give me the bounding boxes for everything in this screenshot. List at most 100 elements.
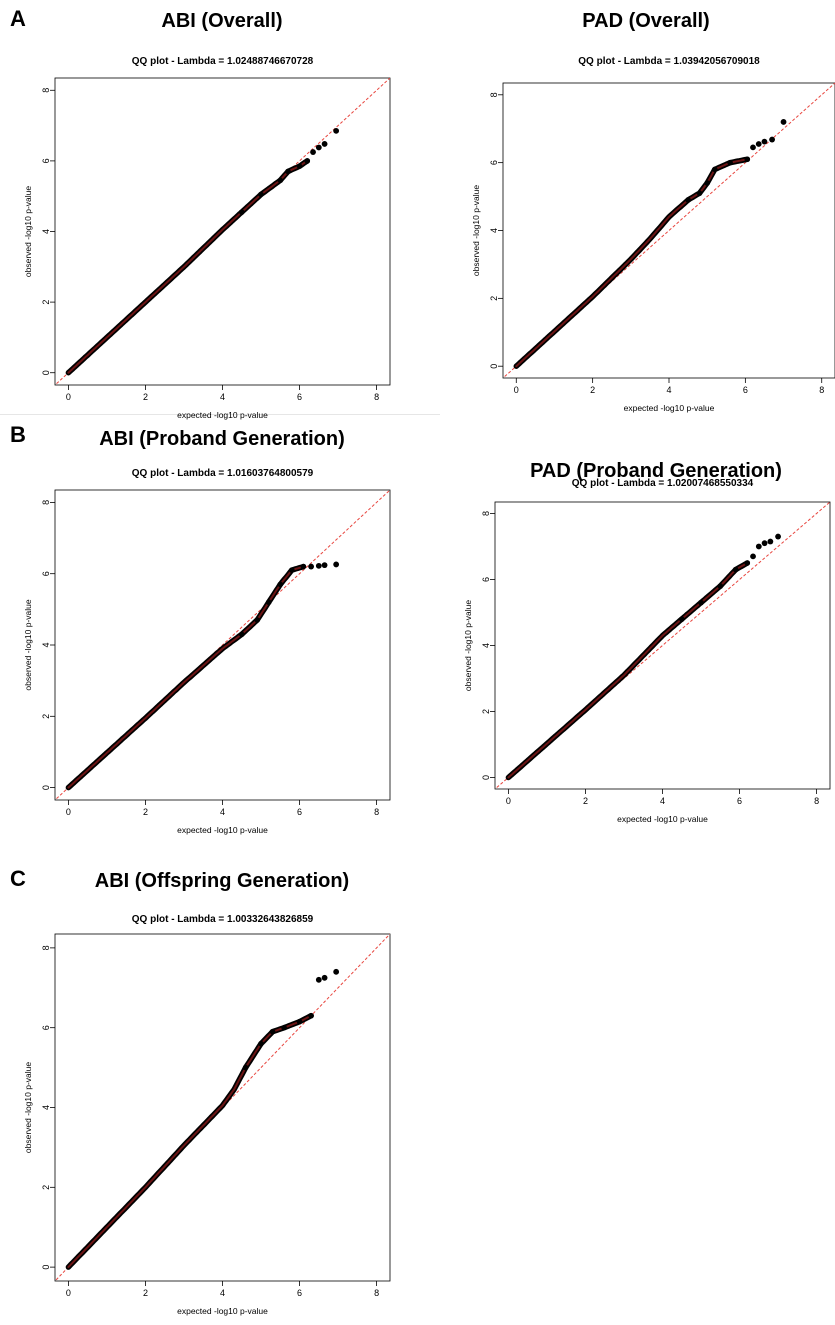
- plot-title: QQ plot - Lambda = 1.02007468550334: [572, 478, 754, 489]
- observed-points-core: [507, 562, 749, 779]
- panel-title-pad-proband: PAD (Proband Generation): [530, 460, 782, 482]
- y-tick-label: 6: [41, 158, 51, 163]
- y-tick-label: 0: [489, 364, 499, 369]
- y-tick-label: 2: [41, 1185, 51, 1190]
- x-tick-label: 8: [374, 807, 379, 817]
- y-tick-label: 4: [41, 642, 51, 647]
- data-point: [277, 581, 284, 588]
- x-tick-label: 0: [66, 392, 71, 402]
- plot-title: QQ plot - Lambda = 1.01603764800579: [132, 468, 314, 479]
- x-tick-label: 8: [819, 385, 824, 395]
- panel-title-abi-offspring: ABI (Offspring Generation): [94, 870, 350, 892]
- y-axis-label: observed -log10 p-value: [23, 599, 33, 690]
- x-tick-label: 6: [737, 796, 742, 806]
- x-axis-label: expected -log10 p-value: [177, 1306, 268, 1316]
- y-tick-label: 8: [41, 88, 51, 93]
- y-tick-label: 0: [41, 370, 51, 375]
- x-tick-label: 0: [66, 1288, 71, 1298]
- y-tick-label: 4: [41, 229, 51, 234]
- x-tick-label: 6: [297, 807, 302, 817]
- data-point: [258, 1040, 264, 1047]
- x-tick-label: 6: [297, 1288, 302, 1298]
- x-tick-label: 4: [220, 807, 225, 817]
- outlier-point: [310, 149, 316, 155]
- y-axis-label: observed -log10 p-value: [23, 1062, 33, 1153]
- x-tick-label: 4: [660, 796, 665, 806]
- x-tick-label: 2: [583, 796, 588, 806]
- data-point: [704, 180, 710, 186]
- x-tick-label: 0: [506, 796, 511, 806]
- data-point: [281, 1024, 287, 1031]
- y-tick-label: 6: [41, 571, 51, 576]
- x-tick-label: 4: [220, 392, 225, 402]
- data-point: [727, 159, 733, 166]
- x-tick-label: 8: [374, 392, 379, 402]
- data-point: [304, 158, 311, 164]
- outlier-point: [333, 968, 340, 975]
- data-point: [685, 197, 691, 203]
- observed-points-core: [67, 159, 309, 374]
- x-tick-label: 0: [514, 385, 519, 395]
- outlier-point: [755, 543, 762, 550]
- reference-line: [55, 934, 390, 1281]
- plot-title: QQ plot - Lambda = 1.03942056709018: [578, 56, 760, 67]
- data-point: [269, 1028, 276, 1035]
- data-point: [296, 163, 303, 169]
- y-tick-label: 0: [481, 775, 491, 780]
- qq-plot-abi-proband: QQ plot - Lambda = 1.01603764800579 0 2 4 6 8…: [23, 468, 391, 835]
- outlier-point: [750, 553, 756, 560]
- qq-plot-pad-proband: QQ plot - Lambda = 1.02007468550334 0 2 4 6 8…: [463, 478, 831, 824]
- x-axis-label: expected -log10 p-value: [177, 825, 268, 835]
- x-tick-label: 4: [220, 1288, 225, 1298]
- data-point: [678, 616, 685, 622]
- outlier-point: [308, 563, 315, 570]
- observed-points-core: [67, 565, 305, 789]
- y-tick-label: 4: [489, 228, 499, 233]
- panel-letter-b: B: [10, 422, 26, 447]
- y-axis-label: observed -log10 p-value: [23, 186, 33, 277]
- y-tick-label: 4: [41, 1105, 51, 1110]
- y-tick-label: 2: [41, 300, 51, 305]
- panel-title-pad-overall: PAD (Overall): [582, 10, 710, 32]
- qq-plot-abi-overall: QQ plot - Lambda = 1.02488746670728 0 2 4 6 8…: [23, 56, 391, 420]
- data-point: [744, 156, 751, 163]
- panel-divider: [0, 414, 440, 415]
- data-point: [238, 209, 245, 215]
- outlier-point: [333, 561, 340, 568]
- data-point: [265, 599, 272, 606]
- plot-title: QQ plot - Lambda = 1.00332643826859: [132, 914, 314, 925]
- outlier-point: [780, 119, 787, 125]
- outlier-point: [315, 144, 322, 151]
- outlier-point: [315, 562, 322, 569]
- panel-letter-c: C: [10, 866, 26, 891]
- y-tick-label: 8: [41, 500, 51, 505]
- qq-plot-pad-overall: QQ plot - Lambda = 1.03942056709018 0 2 4 6 8…: [471, 56, 835, 413]
- y-tick-label: 8: [489, 92, 499, 97]
- data-point: [238, 631, 245, 638]
- data-point: [712, 166, 718, 173]
- y-tick-label: 0: [41, 1265, 51, 1270]
- outlier-point: [755, 141, 762, 147]
- data-point: [296, 1018, 303, 1025]
- outlier-point: [321, 562, 328, 569]
- data-point: [277, 177, 284, 184]
- data-point: [732, 566, 739, 573]
- y-tick-label: 0: [41, 785, 51, 790]
- data-point: [242, 1064, 249, 1071]
- data-point: [744, 560, 751, 566]
- outlier-point: [761, 138, 768, 145]
- y-tick-label: 2: [41, 714, 51, 719]
- outlier-point: [761, 540, 768, 547]
- outlier-point: [321, 974, 328, 981]
- panel-title-abi-overall: ABI (Overall): [161, 10, 283, 32]
- panel-title-abi-proband: ABI (Proband Generation): [99, 428, 345, 450]
- y-axis-label: observed -log10 p-value: [463, 600, 473, 691]
- outlier-point: [769, 136, 775, 143]
- y-tick-label: 2: [481, 709, 491, 714]
- data-point: [696, 190, 703, 196]
- x-tick-label: 2: [590, 385, 595, 395]
- data-point: [308, 1012, 314, 1019]
- panel-letter-a: A: [10, 6, 26, 31]
- data-point: [289, 567, 295, 573]
- data-point: [300, 563, 307, 570]
